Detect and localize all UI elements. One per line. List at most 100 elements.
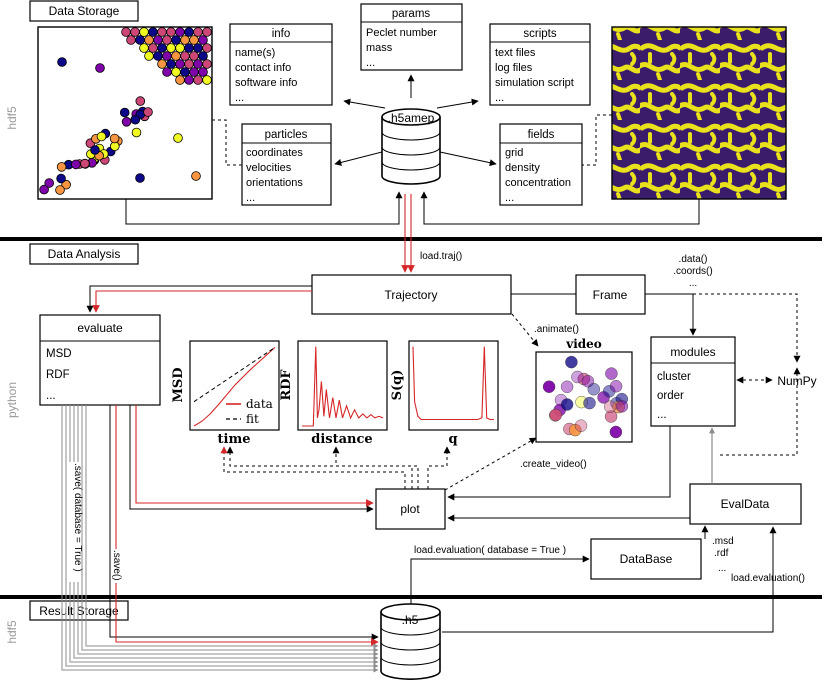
- particle: [71, 159, 81, 170]
- params-box-title: params: [392, 8, 431, 20]
- particle: [109, 133, 120, 144]
- particle: [148, 43, 158, 53]
- video-particle: [609, 425, 623, 439]
- particle: [202, 43, 212, 53]
- scripts-box-title: scripts: [523, 28, 556, 40]
- sq-xlabel: q: [448, 432, 457, 447]
- particle: [56, 173, 66, 184]
- msd-ylabel: MSD: [171, 367, 186, 402]
- evaluate-item-more: ...: [46, 390, 56, 402]
- fields-dash-link: [582, 114, 612, 166]
- evaluate-box-title: evaluate: [77, 321, 123, 335]
- field-snapshot: [582, 26, 787, 200]
- animate-arrow: [511, 313, 539, 347]
- trajectory-evaluate-red-arrow: [92, 290, 312, 313]
- save-label-bg: [112, 549, 124, 583]
- rdf-xlabel: distance: [311, 432, 372, 447]
- save-database-label: .save( database = True ): [72, 463, 83, 572]
- particle: [202, 59, 212, 69]
- particle: [198, 67, 208, 77]
- msd-data-line: [193, 346, 276, 427]
- particle: [121, 27, 131, 37]
- particle: [175, 27, 185, 37]
- particle: [193, 59, 203, 69]
- particle-snapshot: [37, 26, 242, 200]
- video-particle: [609, 380, 623, 393]
- params-box-item: Peclet number: [366, 27, 437, 39]
- side-label-hdf5-top: hdf5: [5, 106, 19, 130]
- h5amep-label: .h5amep: [388, 111, 435, 125]
- particle: [193, 27, 203, 37]
- evaldata-label: EvalData: [721, 497, 770, 511]
- video-particle: [587, 383, 600, 396]
- video-particles: [542, 355, 629, 439]
- particles-box: particles coordinates velocities orienta…: [241, 123, 332, 206]
- particle: [119, 107, 130, 118]
- evaldata-numpy-arrow: [720, 367, 801, 456]
- video-particle: [604, 410, 618, 423]
- scripts-box: scripts text files log files simulation …: [489, 23, 591, 106]
- particle: [44, 178, 54, 188]
- particle: [130, 114, 141, 125]
- particle: [184, 43, 194, 53]
- frame-label: Frame: [593, 288, 628, 302]
- database-box: DataBase: [590, 538, 702, 580]
- section-result-storage-label: Result Storage: [39, 604, 119, 618]
- scripts-box-item: simulation script: [495, 77, 574, 89]
- params-box-item: ...: [366, 57, 375, 69]
- msd-plot: data fit MSD time: [171, 340, 280, 447]
- rdf-plot: RDF distance: [279, 340, 388, 447]
- info-box-title: info: [272, 28, 291, 40]
- h5-database-icon: [380, 603, 441, 680]
- modules-box-title: modules: [670, 345, 715, 359]
- particle: [39, 184, 49, 195]
- particle: [121, 117, 132, 127]
- load-evaluation-db-arrow: [410, 555, 590, 606]
- evaluate-item-rdf: RDF: [46, 369, 70, 381]
- particle: [180, 67, 190, 77]
- particle: [175, 59, 185, 69]
- evaluate-plot-arrow: [129, 405, 374, 513]
- msd-attr-label: .msd: [712, 536, 734, 547]
- particle: [175, 43, 185, 53]
- particle: [157, 27, 167, 37]
- video-particle: [571, 370, 584, 384]
- side-label-hdf5-bottom: hdf5: [5, 620, 19, 644]
- msd-xlabel: time: [218, 432, 251, 447]
- particle: [135, 35, 145, 45]
- particle: [189, 51, 199, 61]
- evaluate-box: evaluate MSD RDF ...: [39, 314, 161, 406]
- particles-box-item: velocities: [246, 162, 292, 174]
- coords-call-label: .coords(): [673, 266, 712, 277]
- particle: [184, 59, 194, 69]
- modules-box: modules cluster order ...: [650, 336, 736, 427]
- trajectory-label: Trajectory: [385, 288, 438, 302]
- rdf-line: [302, 346, 384, 427]
- fields-box-item: ...: [505, 192, 514, 204]
- particle: [166, 43, 176, 53]
- particle: [198, 35, 208, 45]
- modules-plot-arrow: [447, 426, 671, 501]
- particle: [157, 59, 167, 69]
- particle: [144, 35, 154, 45]
- msd-legend-fit: fit: [246, 412, 259, 426]
- evaluate-item-msd: MSD: [46, 348, 72, 360]
- fields-box-title: fields: [528, 129, 555, 141]
- particle: [175, 75, 185, 85]
- particles-box-item: orientations: [246, 177, 303, 189]
- particle: [162, 35, 172, 45]
- particle: [193, 43, 203, 53]
- video-particle: [581, 375, 595, 388]
- particles-box-title: particles: [265, 129, 308, 141]
- h5amep-database-icon: [381, 108, 441, 185]
- particle: [148, 27, 158, 37]
- fields-box-item: density: [505, 162, 540, 174]
- particle: [184, 75, 194, 85]
- create-video-label: .create_video(): [520, 459, 587, 470]
- particle: [55, 185, 65, 195]
- particle: [56, 162, 67, 172]
- particle: [202, 27, 212, 37]
- scripts-box-item: ...: [495, 92, 504, 104]
- more-attr-label: ...: [718, 563, 726, 574]
- particle: [180, 35, 190, 45]
